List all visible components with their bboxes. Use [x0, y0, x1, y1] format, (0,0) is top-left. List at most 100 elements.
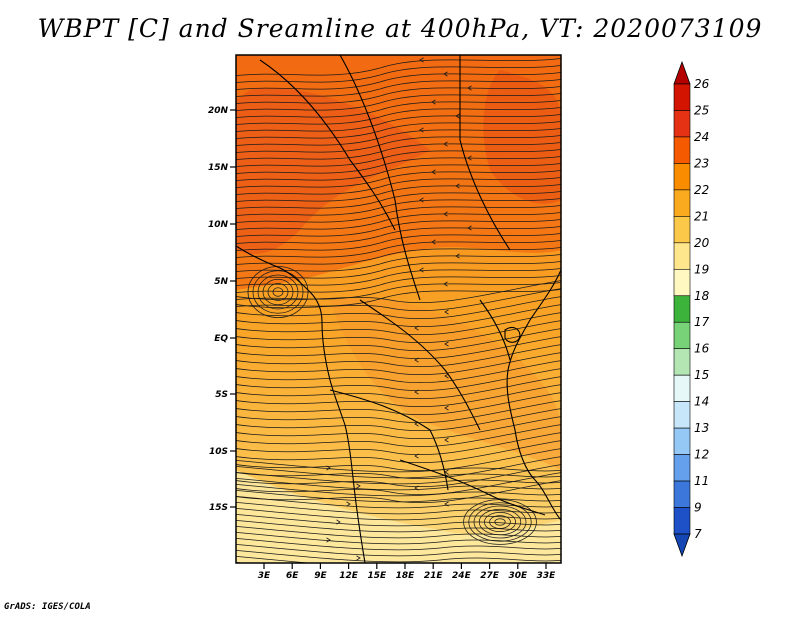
colorbar-label: 26	[694, 77, 710, 91]
streamline	[236, 289, 561, 307]
streamline	[236, 86, 561, 104]
streamline	[236, 513, 561, 527]
lat-tick-label: 10S	[209, 447, 228, 457]
streamline-arrow	[444, 373, 449, 379]
eddy-ring	[252, 270, 304, 314]
streamlines	[236, 57, 561, 563]
coastline-east	[506, 269, 561, 521]
lon-tick-label: 24E	[452, 571, 472, 581]
lat-tick-label: 10N	[208, 220, 229, 230]
colorbar-segment	[673, 268, 691, 297]
eddy-ring	[257, 274, 299, 310]
colorbar-label: 14	[694, 395, 709, 409]
colorbar-label: 16	[694, 342, 710, 356]
streamline-arrow	[346, 501, 351, 507]
streamline-arrow	[356, 483, 361, 489]
colorbar-label: 25	[694, 103, 709, 117]
streamline	[236, 368, 561, 392]
vortex-ring	[478, 508, 522, 536]
lon-tick-label: 9E	[314, 571, 327, 581]
streamline-arrow	[444, 437, 449, 443]
colorbar-label: 18	[694, 289, 710, 303]
coastlines-borders	[236, 55, 561, 563]
colorbar-label: 15	[694, 368, 709, 382]
streamline	[236, 240, 561, 258]
map-title: WBPT [C] and Sreamline at 400hPa, VT: 20…	[37, 14, 763, 43]
colorbar-segment	[673, 295, 691, 323]
colorbar-label: 17	[694, 315, 710, 329]
streamline	[236, 254, 561, 272]
colorbar-label: 21	[694, 209, 709, 223]
colorbar-segment	[673, 136, 691, 164]
streamline	[236, 128, 561, 146]
streamline	[236, 142, 561, 160]
lon-tick-label: 18E	[396, 571, 416, 581]
eddy-ring	[262, 278, 294, 306]
eddy-ring	[272, 287, 284, 297]
streamline	[236, 519, 561, 533]
colorbar-label: 23	[694, 156, 709, 170]
streamline	[236, 304, 561, 328]
streamline-arrow	[326, 465, 331, 471]
colorbar-segment	[673, 216, 691, 244]
streamline	[236, 107, 561, 125]
streamline	[236, 537, 561, 551]
colorbar-label: 13	[694, 421, 709, 435]
border-6	[399, 459, 546, 516]
streamline-arrow	[431, 239, 436, 245]
streamline-arrow	[431, 169, 436, 175]
colorbar-segment	[673, 427, 691, 455]
colorbar-label: 9	[694, 501, 702, 515]
colorbar-segment	[673, 189, 691, 217]
streamline	[236, 233, 561, 251]
hot-region	[236, 88, 430, 254]
lon-tick-label: 33E	[537, 571, 557, 581]
vortex-ring	[484, 512, 516, 532]
streamline-arrow	[419, 57, 424, 63]
streamline-arrow	[444, 309, 449, 315]
streamline	[236, 459, 561, 473]
streamline-arrow	[414, 325, 419, 331]
streamline-arrow	[443, 281, 448, 287]
streamline-arrow	[444, 405, 449, 411]
streamline	[236, 416, 561, 440]
streamline-arrow	[467, 225, 472, 231]
streamline	[236, 549, 561, 563]
streamline	[236, 184, 561, 202]
eddy-ring	[267, 283, 289, 301]
streamline	[236, 288, 561, 312]
colorbar-top-arrow	[673, 60, 691, 85]
streamline	[236, 555, 312, 563]
streamline-arrow	[455, 183, 460, 189]
streamline-arrow	[455, 113, 460, 119]
streamline	[236, 114, 561, 132]
streamline	[236, 312, 561, 336]
streamline	[236, 432, 561, 456]
eddy-ring	[247, 266, 309, 318]
colorbar-segment	[673, 401, 691, 429]
vortex-ring	[489, 515, 511, 529]
lat-tick-label: 15N	[208, 163, 229, 173]
streamline	[236, 352, 561, 376]
streamline-arrow	[443, 211, 448, 217]
credit-text: GrADS: IGES/COLA	[4, 602, 91, 612]
hot-region-east	[483, 70, 561, 204]
streamline	[236, 79, 561, 97]
lake-victoria	[504, 327, 521, 343]
streamline	[236, 100, 561, 118]
streamline	[236, 219, 561, 237]
streamline	[236, 384, 561, 408]
colorbar-segment	[673, 454, 691, 482]
colorbar-segment	[673, 110, 691, 138]
streamline-arrow	[431, 99, 436, 105]
streamline	[236, 456, 561, 480]
border-7	[479, 299, 511, 361]
streamline-arrow	[455, 253, 460, 259]
streamline-arrow	[356, 555, 361, 561]
streamline	[236, 163, 561, 181]
streamline-arrow	[419, 127, 424, 133]
streamline	[236, 280, 561, 304]
longitude-axis: 3E 6E 9E 12E 15E 18E 21E 24E 27E 30E 33E	[258, 563, 556, 581]
streamline-arrow	[443, 71, 448, 77]
